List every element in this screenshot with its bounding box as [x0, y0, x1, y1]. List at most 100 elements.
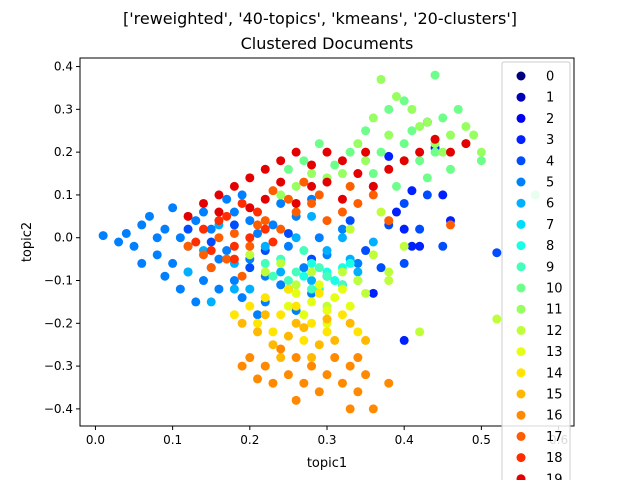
- x-tick-label: 0.0: [86, 433, 105, 447]
- data-point-cluster-17: [291, 207, 301, 217]
- data-point-cluster-10: [422, 173, 432, 183]
- data-point-cluster-9: [322, 271, 332, 281]
- data-point-cluster-4: [438, 241, 448, 251]
- x-tick-label: 0.2: [240, 433, 259, 447]
- chart-title: Clustered Documents: [241, 34, 414, 53]
- data-point-cluster-17: [299, 177, 309, 187]
- data-point-cluster-16: [245, 353, 255, 363]
- data-point-cluster-15: [268, 340, 278, 350]
- data-point-cluster-5: [160, 224, 170, 234]
- data-point-cluster-5: [114, 237, 124, 247]
- data-point-cluster-19: [361, 147, 371, 157]
- data-point-cluster-10: [399, 96, 409, 106]
- data-point-cluster-5: [129, 241, 139, 251]
- data-point-cluster-10: [361, 126, 371, 136]
- data-point-cluster-3: [399, 224, 409, 234]
- data-point-cluster-19: [337, 194, 347, 204]
- data-point-cluster-15: [253, 327, 263, 337]
- data-point-cluster-5: [191, 297, 201, 307]
- data-point-cluster-17: [314, 190, 324, 200]
- data-point-cluster-19: [353, 169, 363, 179]
- data-point-cluster-16: [345, 404, 355, 414]
- data-point-cluster-5: [276, 280, 286, 290]
- data-point-cluster-14: [245, 301, 255, 311]
- legend-marker: [516, 156, 526, 166]
- data-point-cluster-16: [283, 370, 293, 380]
- legend-marker: [516, 304, 526, 314]
- data-point-cluster-10: [330, 160, 340, 170]
- data-point-cluster-8: [330, 276, 340, 286]
- legend-label: 4: [546, 154, 554, 169]
- data-point-cluster-12: [291, 280, 301, 290]
- data-point-cluster-8: [307, 258, 317, 268]
- legend-label: 17: [546, 430, 563, 445]
- data-point-cluster-14: [314, 288, 324, 298]
- plot-area: [79, 57, 575, 427]
- legend-label: 16: [546, 409, 563, 424]
- data-point-cluster-12: [361, 288, 371, 298]
- data-point-cluster-19: [461, 139, 471, 149]
- data-point-cluster-13: [337, 284, 347, 294]
- data-point-cluster-3: [438, 190, 448, 200]
- data-point-cluster-15: [276, 353, 286, 363]
- data-point-cluster-16: [299, 378, 309, 388]
- y-tick-label: 0.3: [54, 102, 73, 116]
- data-point-cluster-5: [98, 231, 108, 241]
- data-point-cluster-16: [361, 370, 371, 380]
- legend-marker: [516, 113, 526, 123]
- data-point-cluster-5: [199, 276, 208, 286]
- data-point-cluster-11: [391, 92, 401, 102]
- data-point-cluster-10: [438, 113, 448, 123]
- data-point-cluster-19: [229, 181, 239, 191]
- data-point-cluster-16: [337, 378, 347, 388]
- legend-label: 1: [546, 91, 554, 106]
- legend-marker: [516, 241, 526, 251]
- data-point-cluster-19: [337, 156, 347, 166]
- data-point-cluster-10: [368, 169, 378, 179]
- data-point-cluster-16: [291, 395, 301, 405]
- data-point-cluster-19: [276, 156, 286, 166]
- data-point-cluster-6: [276, 267, 286, 277]
- data-point-cluster-13: [314, 280, 324, 290]
- data-point-cluster-16: [237, 361, 247, 371]
- data-point-cluster-5: [214, 284, 224, 294]
- data-point-cluster-16: [353, 387, 363, 397]
- data-point-cluster-6: [291, 233, 301, 243]
- data-point-cluster-19: [260, 164, 270, 174]
- data-point-cluster-19: [245, 203, 255, 213]
- data-point-cluster-6: [353, 267, 363, 277]
- data-point-cluster-13: [345, 301, 355, 311]
- data-point-cluster-10: [314, 139, 324, 149]
- data-point-cluster-4: [399, 258, 409, 268]
- data-point-cluster-14: [299, 335, 309, 345]
- data-point-cluster-8: [299, 271, 309, 281]
- data-point-cluster-4: [283, 228, 293, 238]
- data-point-cluster-4: [376, 263, 386, 273]
- data-point-cluster-4: [415, 224, 425, 234]
- data-point-cluster-5: [276, 198, 286, 208]
- data-point-cluster-4: [183, 224, 193, 234]
- data-point-cluster-10: [345, 147, 355, 157]
- data-point-cluster-5: [137, 258, 147, 268]
- data-point-cluster-16: [307, 361, 317, 371]
- data-point-cluster-10: [430, 70, 440, 80]
- data-point-cluster-9: [268, 271, 278, 281]
- y-tick-label: 0.2: [54, 145, 73, 159]
- data-point-cluster-11: [446, 130, 455, 140]
- data-point-cluster-14: [322, 327, 332, 337]
- data-point-cluster-15: [345, 318, 355, 328]
- data-point-cluster-17: [237, 271, 247, 281]
- data-point-cluster-12: [307, 267, 317, 277]
- data-point-cluster-5: [137, 220, 147, 230]
- data-point-cluster-5: [245, 216, 255, 226]
- data-point-cluster-16: [276, 344, 286, 354]
- data-point-cluster-5: [229, 276, 239, 286]
- data-point-cluster-10: [453, 104, 463, 114]
- data-point-cluster-14: [283, 284, 293, 294]
- legend-marker: [516, 431, 526, 441]
- legend-label: 13: [546, 345, 563, 360]
- x-tick-label: 0.1: [163, 433, 182, 447]
- data-point-cluster-19: [322, 177, 332, 187]
- data-point-cluster-14: [291, 301, 301, 311]
